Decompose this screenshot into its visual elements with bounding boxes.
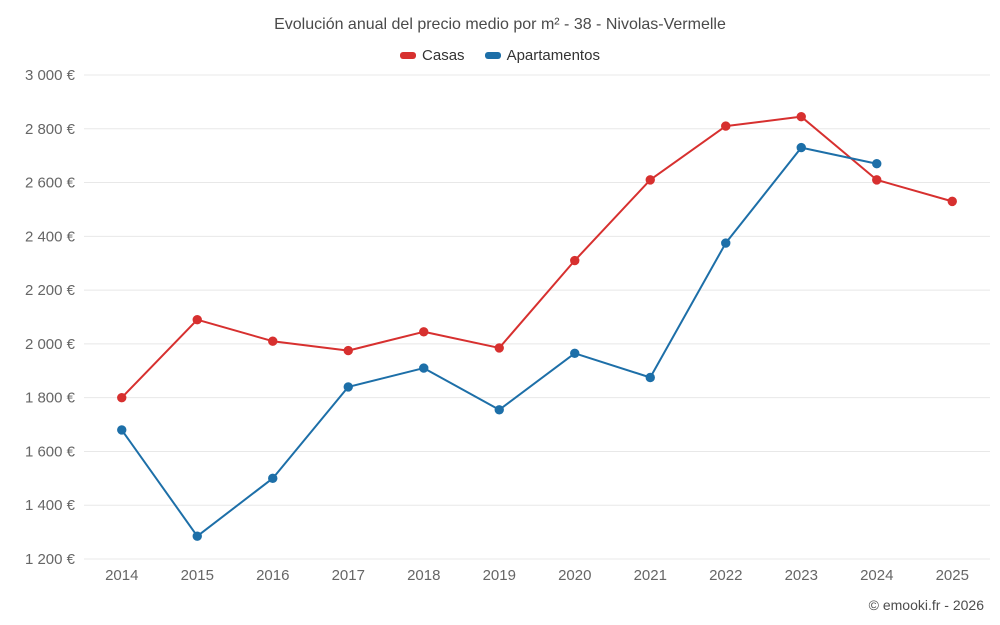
data-point-apartamentos[interactable] xyxy=(645,372,655,383)
data-point-apartamentos[interactable] xyxy=(872,159,882,169)
legend-item-apartamentos[interactable]: Apartamentos xyxy=(484,47,600,64)
y-tick-label: 1 200 € xyxy=(25,551,76,568)
data-point-casas[interactable] xyxy=(721,121,731,131)
data-point-casas[interactable] xyxy=(645,175,655,185)
x-tick-label: 2021 xyxy=(634,567,667,584)
legend-item-casas[interactable]: Casas xyxy=(400,47,465,64)
x-tick-label: 2020 xyxy=(558,567,591,584)
data-point-apartamentos[interactable] xyxy=(192,531,202,541)
legend-marker-apartamentos xyxy=(484,52,501,59)
legend-marker-casas xyxy=(400,52,417,59)
x-tick-label: 2022 xyxy=(709,567,742,584)
x-tick-label: 2014 xyxy=(105,567,138,584)
y-tick-label: 2 400 € xyxy=(25,228,76,245)
data-point-apartamentos[interactable] xyxy=(268,473,278,484)
y-tick-label: 3 000 € xyxy=(25,67,76,84)
x-tick-label: 2018 xyxy=(407,567,440,584)
data-point-apartamentos[interactable] xyxy=(570,348,580,358)
data-point-apartamentos[interactable] xyxy=(343,382,353,392)
x-tick-label: 2024 xyxy=(860,567,893,584)
data-point-casas[interactable] xyxy=(494,343,504,353)
data-point-apartamentos[interactable] xyxy=(721,238,731,248)
data-point-apartamentos[interactable] xyxy=(494,405,504,415)
x-tick-label: 2025 xyxy=(936,567,969,584)
data-point-casas[interactable] xyxy=(268,336,278,346)
y-tick-label: 2 600 € xyxy=(25,175,76,192)
data-point-casas[interactable] xyxy=(192,314,202,325)
x-tick-label: 2017 xyxy=(332,567,365,584)
legend-label: Apartamentos xyxy=(506,47,600,64)
y-tick-label: 2 200 € xyxy=(25,282,76,299)
y-tick-label: 1 400 € xyxy=(25,497,76,514)
x-tick-label: 2016 xyxy=(256,567,289,584)
data-point-casas[interactable] xyxy=(570,255,580,266)
y-tick-label: 1 600 € xyxy=(25,443,76,460)
data-point-casas[interactable] xyxy=(419,327,429,337)
x-tick-label: 2019 xyxy=(483,567,516,584)
data-point-apartamentos[interactable] xyxy=(796,142,806,153)
data-point-apartamentos[interactable] xyxy=(419,363,429,373)
data-point-apartamentos[interactable] xyxy=(117,425,127,435)
data-point-casas[interactable] xyxy=(947,196,957,207)
data-point-casas[interactable] xyxy=(117,392,127,403)
y-tick-label: 2 000 € xyxy=(25,336,76,353)
legend-label: Casas xyxy=(422,47,465,64)
series-line-apartamentos xyxy=(120,146,878,538)
x-tick-label: 2015 xyxy=(181,567,214,584)
data-point-casas[interactable] xyxy=(343,345,353,356)
chart-credits: © emooki.fr - 2026 xyxy=(868,597,984,613)
y-tick-label: 2 800 € xyxy=(25,121,76,138)
chart-title: Evolución anual del precio medio por m² … xyxy=(274,16,726,33)
y-tick-label: 1 800 € xyxy=(25,390,76,407)
chart-legend: Casas Apartamentos xyxy=(0,46,1000,64)
data-point-casas[interactable] xyxy=(872,175,882,185)
series-line-casas xyxy=(120,115,954,399)
data-point-casas[interactable] xyxy=(796,111,806,122)
x-tick-label: 2023 xyxy=(785,567,818,584)
